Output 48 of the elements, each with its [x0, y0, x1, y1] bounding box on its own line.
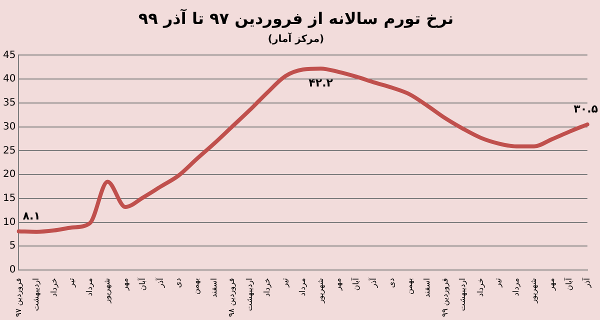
data-label: ۸.۱: [22, 209, 40, 222]
x-tick-label: آبان: [350, 277, 360, 291]
x-tick-label: آذر: [368, 277, 378, 289]
x-tick-label: مرداد: [298, 278, 308, 296]
y-tick-label: 10: [2, 216, 16, 228]
x-tick-label: مرداد: [511, 278, 520, 296]
x-tick-label: آذر: [154, 277, 165, 289]
x-tick-label: اردیبهشت: [32, 278, 41, 311]
y-tick-label: 0: [9, 264, 16, 276]
x-tick-label: شهریور: [102, 278, 112, 304]
y-tick-label: 45: [2, 50, 16, 61]
y-tick-label: 30: [2, 121, 16, 132]
chart-title: نرخ تورم سالانه از فروردین ۹۷ تا آذر ۹۹: [138, 8, 454, 28]
x-tick-label: خرداد: [49, 278, 58, 297]
x-tick-label: اسفند: [422, 278, 432, 298]
x-tick-label: شهریور: [316, 278, 325, 304]
x-tick-label: فروردین ۹۷: [14, 278, 23, 318]
x-tick-label: آبان: [137, 277, 148, 291]
x-tick-label: مرداد: [84, 278, 94, 296]
chart-subtitle: (مرکز آمار): [268, 32, 324, 45]
x-tick-label: تیر: [280, 278, 290, 288]
x-tick-label: خرداد: [262, 278, 272, 297]
x-tick-label: دی: [386, 278, 396, 288]
x-tick-label: فروردین ۹۹: [440, 278, 450, 318]
y-tick-label: 15: [2, 193, 16, 204]
x-tick-label: شهریور: [529, 278, 538, 304]
data-label: ۴۲.۲: [308, 76, 334, 90]
x-tick-label: اردیبهشت: [244, 278, 254, 311]
y-tick-label: 40: [2, 74, 16, 85]
y-tick-label: 20: [2, 169, 16, 180]
x-tick-label: مهر: [334, 278, 343, 292]
x-tick-label: آذر: [581, 277, 592, 289]
x-tick-label: تیر: [67, 278, 76, 288]
x-tick-label: بهمن: [404, 278, 414, 295]
x-tick-label: بهمن: [192, 278, 201, 295]
x-tick-label: فروردین ۹۸: [227, 278, 236, 318]
y-tick-label: 25: [2, 145, 16, 156]
x-tick-label: مهر: [120, 278, 130, 292]
x-tick-label: مهر: [546, 278, 556, 292]
data-label: ۳۰.۵: [574, 102, 598, 116]
x-tick-label: خرداد: [476, 278, 485, 297]
x-tick-label: اسفند: [209, 278, 218, 298]
x-tick-label: تیر: [494, 278, 503, 288]
x-tick-label: آبان: [564, 277, 574, 291]
y-tick-label: 35: [2, 98, 16, 109]
y-tick-label: 5: [9, 240, 16, 252]
x-tick-label: اردیبهشت: [458, 278, 468, 311]
x-tick-label: دی: [174, 278, 183, 288]
